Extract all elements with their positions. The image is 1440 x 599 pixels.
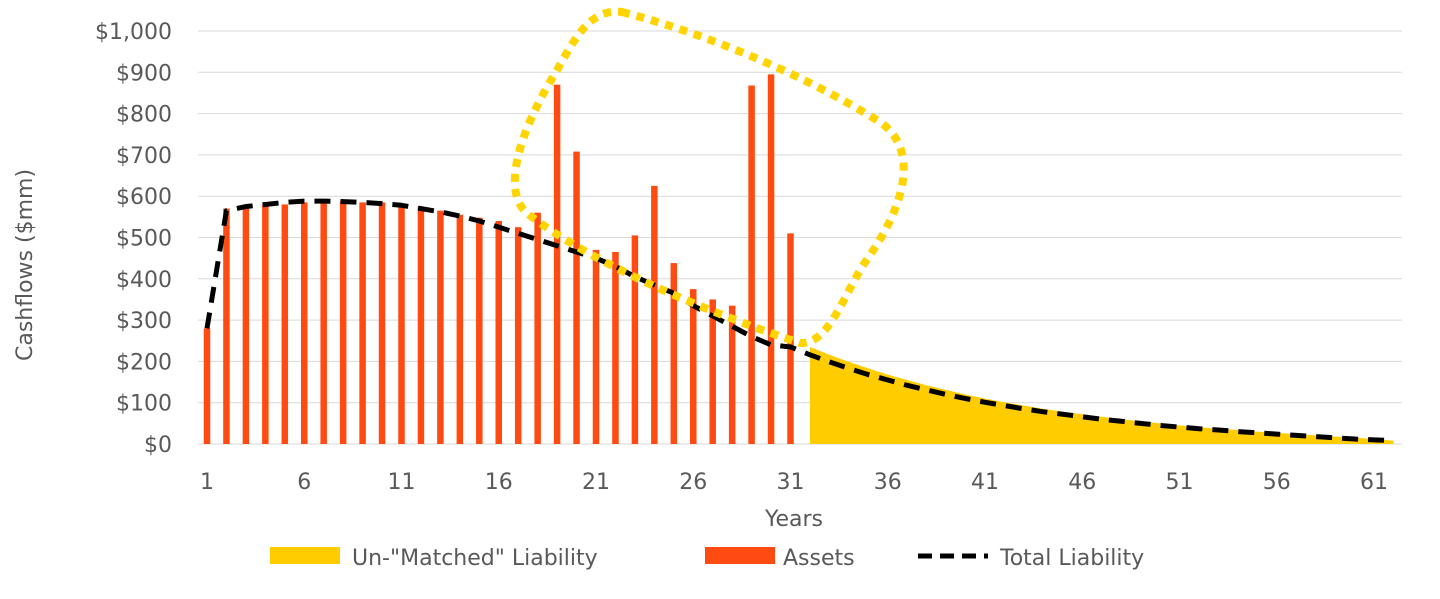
x-tick-label: 46 [1068, 470, 1096, 495]
asset-bar [203, 328, 211, 444]
asset-bar [456, 214, 464, 444]
asset-bar [262, 204, 269, 444]
y-tick-label: $500 [116, 227, 172, 252]
asset-bar [495, 220, 502, 444]
asset-bar [301, 202, 308, 444]
x-tick-label: 1 [200, 470, 214, 495]
x-tick-label: 36 [874, 470, 902, 495]
legend-swatch-assets [705, 547, 775, 564]
y-tick-label: $0 [144, 433, 172, 458]
asset-bar [748, 85, 755, 445]
asset-bar [631, 235, 639, 444]
y-tick-label: $600 [116, 185, 172, 210]
legend-label-assets: Assets [783, 546, 855, 571]
highlight-layer [510, 7, 908, 347]
asset-bar [437, 210, 444, 444]
x-tick-label: 61 [1360, 470, 1388, 495]
x-tick-labels: 1 6 11 16 21 26 31 36 41 46 51 56 61 [200, 470, 1388, 495]
asset-bar [553, 84, 561, 444]
asset-bar [417, 206, 425, 444]
asset-bar [670, 263, 678, 444]
asset-bar [514, 227, 522, 444]
x-tick-label: 51 [1166, 470, 1194, 495]
x-tick-label: 41 [971, 470, 999, 495]
asset-bar [378, 202, 386, 444]
asset-bar [359, 202, 366, 444]
asset-bar [592, 249, 600, 444]
asset-bar [612, 251, 619, 444]
y-tick-label: $900 [116, 61, 172, 86]
legend: Un-"Matched" Liability Assets Total Liab… [270, 546, 1144, 571]
asset-bar [242, 206, 250, 444]
gridlines [198, 30, 1402, 445]
asset-bar [281, 204, 289, 444]
asset-bar [476, 217, 483, 444]
asset-bars-layer [203, 74, 794, 445]
asset-bar [398, 205, 405, 444]
y-tick-label: $200 [116, 350, 172, 375]
y-tick-label: $700 [116, 144, 172, 169]
asset-bar [223, 208, 230, 444]
total-liability-line-layer [204, 198, 1394, 444]
asset-bar [709, 299, 716, 444]
legend-swatch-unmatched [270, 547, 340, 564]
total-liability-line [204, 198, 1394, 444]
x-axis-title: Years [764, 507, 823, 532]
asset-bar [320, 202, 327, 444]
unmatched-liability-area-layer [809, 346, 1394, 444]
asset-bar [651, 185, 658, 444]
unmatched-liability-area [809, 346, 1394, 444]
y-tick-label: $1,000 [95, 20, 172, 45]
y-tick-labels: $0 $100 $200 $300 $400 $500 $600 $700 $800 $900 $1… [95, 20, 172, 458]
legend-label-unmatched: Un-"Matched" Liability [352, 546, 598, 571]
asset-bar [767, 74, 775, 445]
asset-bar [534, 212, 541, 444]
highlight-callout [510, 7, 908, 347]
asset-bar [573, 151, 580, 444]
x-tick-label: 6 [297, 470, 311, 495]
asset-bar [339, 201, 347, 444]
legend-label-total-liability: Total Liability [999, 546, 1144, 571]
x-tick-label: 16 [485, 470, 513, 495]
y-axis-title: Cashflows ($mm) [13, 169, 38, 361]
y-tick-label: $300 [116, 309, 172, 334]
y-tick-label: $800 [116, 103, 172, 128]
y-tick-label: $400 [116, 268, 172, 293]
asset-bar [728, 305, 736, 444]
x-tick-label: 26 [679, 470, 707, 495]
x-tick-label: 21 [582, 470, 610, 495]
x-tick-label: 11 [388, 470, 416, 495]
asset-bar [690, 289, 697, 444]
x-tick-label: 56 [1263, 470, 1291, 495]
x-tick-label: 31 [777, 470, 805, 495]
y-tick-label: $100 [116, 392, 172, 417]
